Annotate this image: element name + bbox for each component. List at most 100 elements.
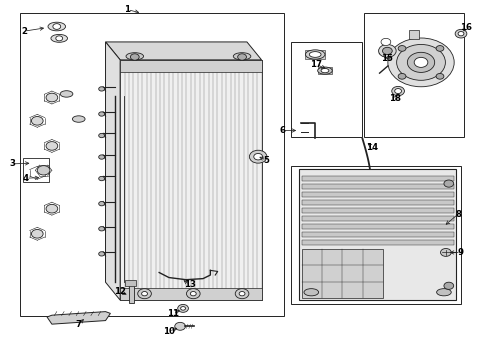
Circle shape (235, 289, 248, 299)
Circle shape (382, 47, 391, 54)
Circle shape (99, 202, 104, 206)
Circle shape (380, 39, 390, 45)
Circle shape (56, 36, 62, 41)
Text: 18: 18 (388, 94, 400, 103)
Ellipse shape (60, 91, 73, 97)
Circle shape (443, 282, 453, 289)
Circle shape (387, 38, 453, 87)
Ellipse shape (72, 116, 85, 122)
Text: 3: 3 (9, 159, 15, 168)
Bar (301, 201, 453, 205)
Circle shape (138, 289, 151, 299)
Text: 9: 9 (457, 248, 463, 257)
Text: 7: 7 (76, 320, 81, 329)
Bar (120, 288, 261, 300)
Bar (290, 42, 361, 137)
Circle shape (99, 252, 104, 256)
Text: 13: 13 (183, 280, 196, 289)
Circle shape (31, 168, 43, 177)
Ellipse shape (305, 50, 325, 59)
Circle shape (99, 112, 104, 116)
Circle shape (378, 44, 395, 57)
Bar (317, 67, 331, 74)
Bar (301, 240, 453, 245)
Ellipse shape (321, 68, 328, 73)
Ellipse shape (317, 67, 331, 74)
Circle shape (435, 46, 443, 51)
Ellipse shape (436, 289, 450, 296)
Polygon shape (105, 42, 120, 300)
Circle shape (99, 176, 104, 181)
Circle shape (31, 229, 43, 238)
Text: 16: 16 (459, 23, 471, 32)
Text: 15: 15 (381, 54, 392, 63)
Bar (301, 249, 383, 298)
Bar (299, 169, 455, 300)
Circle shape (99, 226, 104, 231)
Text: 1: 1 (124, 5, 130, 14)
Text: 10: 10 (163, 327, 175, 336)
Circle shape (174, 322, 185, 330)
Polygon shape (105, 42, 261, 60)
Ellipse shape (48, 22, 65, 31)
Text: 4: 4 (23, 174, 29, 183)
Polygon shape (120, 60, 261, 300)
Circle shape (37, 166, 50, 175)
Circle shape (46, 141, 58, 150)
Text: 12: 12 (113, 287, 125, 296)
Circle shape (46, 204, 58, 213)
Circle shape (237, 54, 246, 60)
Text: 5: 5 (263, 156, 269, 165)
Circle shape (394, 89, 401, 94)
Circle shape (391, 86, 404, 96)
Bar (301, 232, 453, 237)
Circle shape (457, 32, 463, 36)
Circle shape (413, 57, 427, 67)
Circle shape (190, 292, 196, 296)
Circle shape (397, 46, 405, 51)
Circle shape (142, 292, 147, 296)
Circle shape (454, 30, 466, 38)
Circle shape (239, 292, 244, 296)
Text: 6: 6 (279, 126, 285, 135)
Bar (301, 224, 453, 229)
Bar (408, 30, 418, 39)
Circle shape (99, 87, 104, 91)
Ellipse shape (51, 35, 67, 42)
Bar (120, 60, 261, 72)
Circle shape (46, 93, 58, 102)
Bar (301, 192, 453, 197)
Circle shape (99, 155, 104, 159)
Bar (305, 50, 325, 59)
Bar (22, 158, 49, 182)
Circle shape (435, 73, 443, 79)
Circle shape (53, 24, 61, 30)
Ellipse shape (233, 53, 250, 60)
Circle shape (99, 134, 104, 138)
Circle shape (407, 52, 434, 72)
Bar (301, 208, 453, 213)
Circle shape (180, 307, 185, 310)
Bar (129, 285, 134, 303)
Text: 2: 2 (21, 27, 27, 36)
Text: 17: 17 (309, 60, 322, 69)
Circle shape (177, 305, 188, 312)
Ellipse shape (126, 53, 143, 60)
Polygon shape (47, 312, 110, 324)
Circle shape (443, 180, 453, 187)
Bar (301, 184, 453, 189)
Ellipse shape (309, 51, 321, 57)
Ellipse shape (304, 289, 318, 296)
Circle shape (397, 73, 405, 79)
Circle shape (130, 54, 139, 60)
Bar (301, 176, 453, 181)
Circle shape (396, 44, 445, 80)
Text: 8: 8 (454, 210, 460, 219)
Bar (363, 13, 463, 137)
Bar (301, 216, 453, 221)
Text: 11: 11 (166, 309, 179, 318)
Bar (20, 13, 283, 316)
Circle shape (31, 117, 43, 125)
Bar (290, 166, 461, 304)
Circle shape (440, 248, 450, 256)
